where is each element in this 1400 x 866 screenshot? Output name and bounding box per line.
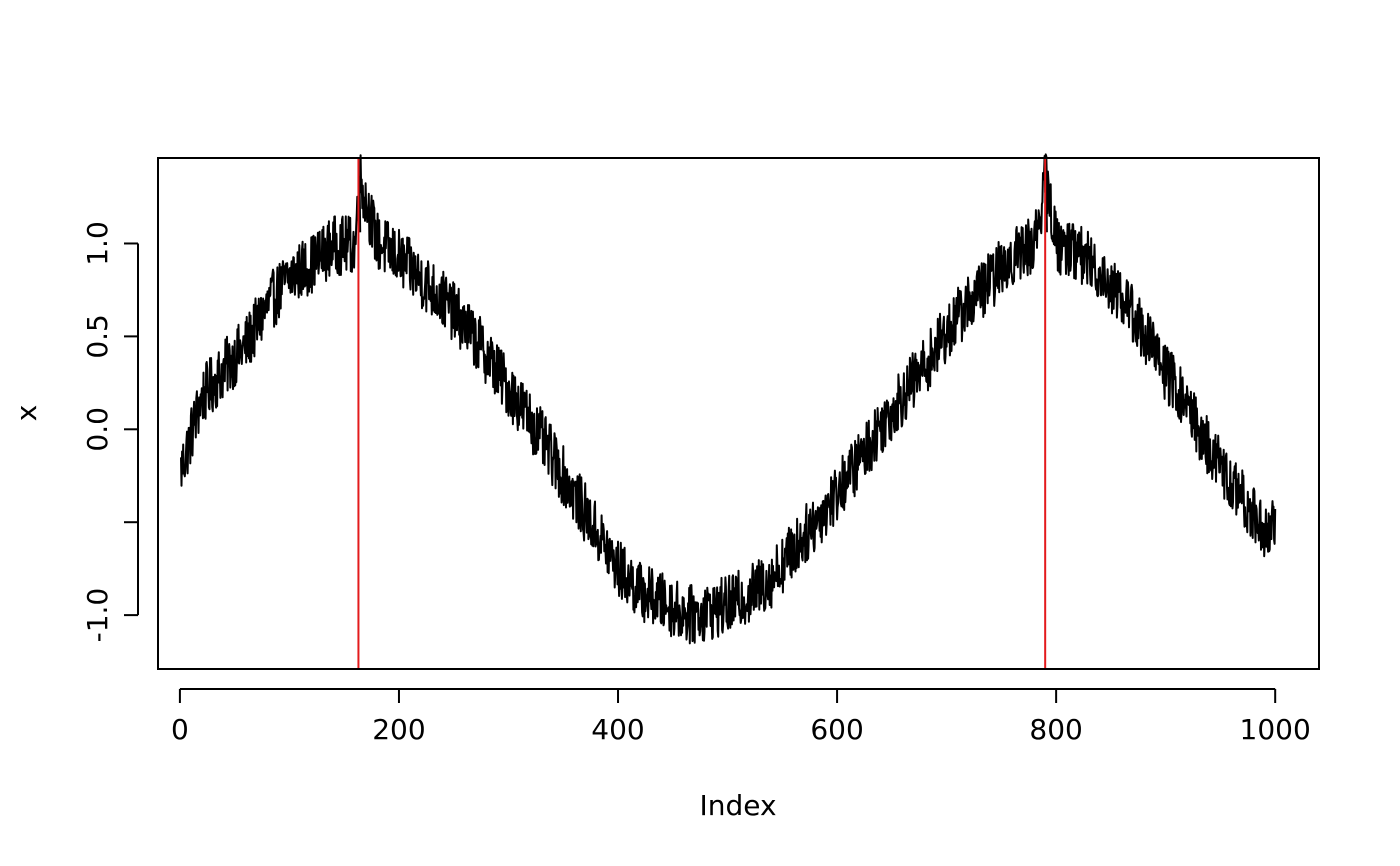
y-tick-label: 0.0 <box>81 407 114 452</box>
series-line <box>180 153 1277 645</box>
y-tick-label: -1.0 <box>81 588 114 643</box>
plot-frame <box>157 157 1320 670</box>
series-layer <box>180 153 1277 645</box>
vline-layer <box>357 158 1047 669</box>
x-axis-label: Index <box>699 789 776 822</box>
x-tick-label: 1000 <box>1240 713 1311 746</box>
y-axis: -1.0 0.0 0.5 1.0 <box>81 221 139 643</box>
y-tick-label: 0.5 <box>81 314 114 359</box>
x-tick-label: 200 <box>372 713 425 746</box>
x-tick-label: 600 <box>810 713 863 746</box>
y-tick-label: 1.0 <box>81 221 114 266</box>
y-axis-label: x <box>10 405 43 422</box>
x-tick-label: 400 <box>591 713 644 746</box>
x-axis: 0 200 400 600 800 1000 <box>171 688 1311 746</box>
x-tick-label: 800 <box>1029 713 1082 746</box>
x-tick-label: 0 <box>171 713 189 746</box>
